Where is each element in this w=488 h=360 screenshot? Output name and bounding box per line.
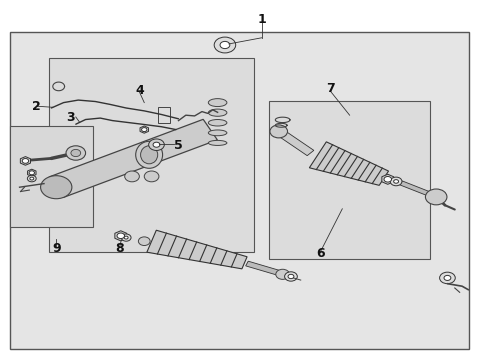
- Circle shape: [124, 171, 139, 182]
- Text: 2: 2: [32, 100, 41, 113]
- Text: 4: 4: [135, 84, 143, 96]
- Text: 5: 5: [174, 139, 183, 152]
- Bar: [268, 101, 429, 259]
- Circle shape: [425, 189, 446, 205]
- Circle shape: [66, 146, 85, 160]
- Circle shape: [393, 180, 398, 183]
- Circle shape: [214, 37, 235, 53]
- Ellipse shape: [208, 120, 226, 126]
- Circle shape: [124, 236, 128, 239]
- Ellipse shape: [136, 141, 162, 168]
- Polygon shape: [381, 174, 393, 184]
- Circle shape: [121, 234, 131, 241]
- Circle shape: [41, 176, 72, 199]
- Polygon shape: [146, 230, 246, 269]
- Circle shape: [144, 171, 159, 182]
- Ellipse shape: [208, 130, 226, 136]
- Polygon shape: [309, 142, 388, 185]
- Text: 8: 8: [115, 242, 124, 255]
- Bar: [10, 126, 93, 227]
- Polygon shape: [140, 126, 148, 133]
- Polygon shape: [275, 129, 313, 156]
- Ellipse shape: [208, 109, 226, 116]
- Circle shape: [439, 272, 454, 284]
- Circle shape: [220, 41, 229, 49]
- Text: 9: 9: [52, 242, 61, 255]
- Polygon shape: [115, 231, 126, 241]
- Text: 6: 6: [315, 247, 324, 260]
- Circle shape: [153, 142, 160, 147]
- Ellipse shape: [208, 140, 226, 145]
- Circle shape: [71, 149, 81, 157]
- Polygon shape: [27, 169, 36, 176]
- Circle shape: [383, 176, 391, 182]
- Circle shape: [141, 128, 146, 132]
- Circle shape: [148, 139, 164, 150]
- Text: 1: 1: [257, 13, 265, 26]
- Circle shape: [284, 272, 297, 281]
- Polygon shape: [20, 157, 30, 165]
- Circle shape: [30, 177, 34, 180]
- Ellipse shape: [141, 146, 157, 164]
- Text: 3: 3: [66, 111, 75, 123]
- Circle shape: [27, 175, 36, 182]
- Circle shape: [22, 158, 29, 163]
- Circle shape: [389, 177, 401, 186]
- Text: 7: 7: [325, 82, 334, 95]
- Circle shape: [275, 269, 289, 279]
- Circle shape: [117, 233, 124, 239]
- Circle shape: [269, 125, 287, 138]
- Circle shape: [287, 274, 293, 279]
- Polygon shape: [49, 119, 217, 198]
- Circle shape: [29, 171, 34, 175]
- Bar: [10, 32, 468, 349]
- Polygon shape: [245, 261, 280, 275]
- Polygon shape: [399, 181, 431, 196]
- Circle shape: [443, 275, 450, 280]
- Bar: [158, 107, 169, 123]
- Ellipse shape: [208, 99, 226, 107]
- Circle shape: [138, 237, 150, 246]
- Bar: [49, 58, 254, 252]
